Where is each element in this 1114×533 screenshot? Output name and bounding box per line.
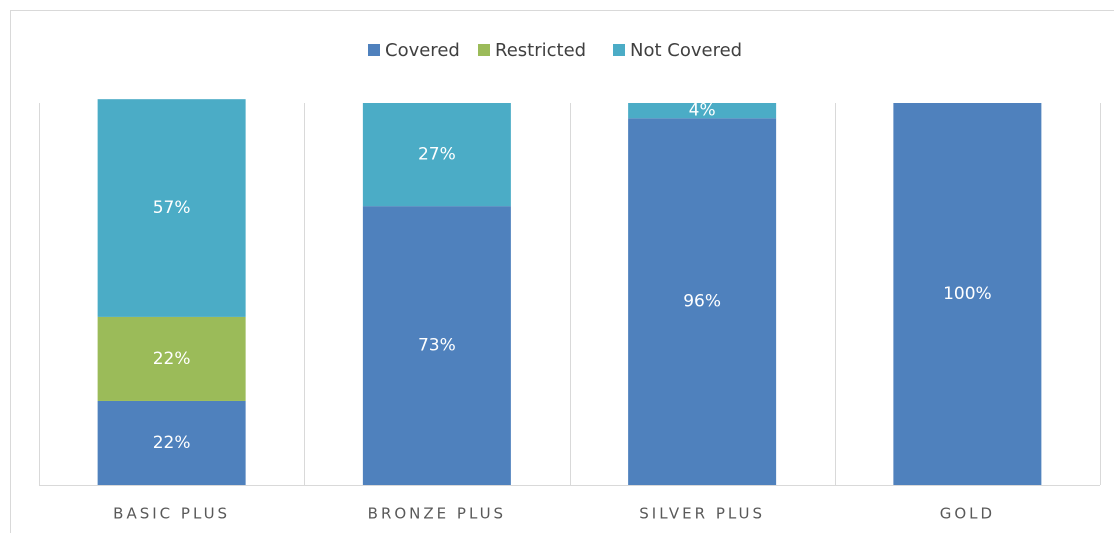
bar-segment [628, 103, 777, 119]
data-label: 100% [943, 284, 992, 304]
data-label: 73% [418, 336, 456, 356]
data-label: 96% [683, 292, 721, 312]
x-tick-label: GOLD [940, 505, 995, 523]
data-label: 4% [689, 101, 716, 121]
x-tick-label: BASIC PLUS [113, 505, 230, 523]
data-label: 27% [418, 145, 456, 165]
x-tick-label: SILVER PLUS [639, 505, 765, 523]
bar-segment [97, 99, 246, 317]
legend-label: Restricted [495, 40, 586, 61]
legend-swatch [368, 44, 380, 56]
bar-segment [97, 316, 246, 401]
bar-segment [628, 118, 777, 485]
bar-segment [362, 206, 511, 485]
legend-label: Covered [385, 40, 460, 61]
chart-border [10, 10, 1114, 533]
x-tick-label: BRONZE PLUS [368, 505, 506, 523]
bar-segment [362, 103, 511, 207]
data-label: 57% [153, 198, 191, 218]
bar-segment [97, 400, 246, 485]
data-label: 22% [153, 349, 191, 369]
legend-label: Not Covered [630, 40, 742, 61]
legend-swatch [613, 44, 625, 56]
data-label: 22% [153, 433, 191, 453]
bar-segment [893, 103, 1042, 485]
legend-swatch [478, 44, 490, 56]
